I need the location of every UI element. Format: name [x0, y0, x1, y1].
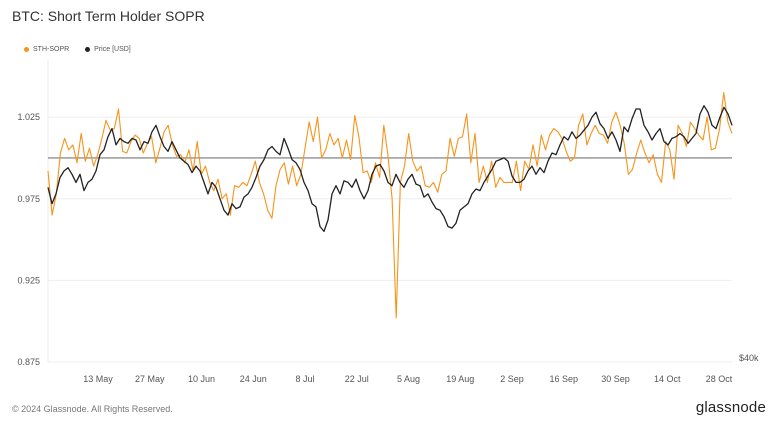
x-tick-label: 8 Jul	[295, 374, 314, 384]
y-tick-label: 0.975	[17, 194, 40, 204]
x-tick-label: 13 May	[83, 374, 113, 384]
gridlines	[47, 60, 732, 363]
y-right-axis-label: $40k	[739, 353, 759, 363]
x-tick-label: 16 Sep	[549, 374, 578, 384]
x-tick-label: 2 Sep	[500, 374, 524, 384]
x-tick-label: 14 Oct	[654, 374, 681, 384]
x-tick-label: 19 Aug	[446, 374, 474, 384]
y-tick-label: 0.875	[17, 357, 40, 367]
legend-swatch-sth-sopr	[24, 47, 29, 52]
y-tick-label: 0.925	[17, 275, 40, 285]
y-tick-label: 1.025	[17, 112, 40, 122]
x-tick-label: 30 Sep	[601, 374, 630, 384]
x-axis-ticks: 13 May 27 May 10 Jun 24 Jun 8 Jul 22 Jul 5 Aug…	[83, 374, 733, 384]
x-tick-label: 10 Jun	[188, 374, 215, 384]
legend-swatch-price	[85, 47, 91, 52]
x-tick-label: 27 May	[135, 374, 165, 384]
legend: STH-SOPR Price [USD]	[24, 46, 131, 53]
y-axis-ticks: 1.025 0.975 0.925 0.875	[17, 112, 40, 367]
x-tick-label: 28 Oct	[706, 374, 733, 384]
x-tick-label: 24 Jun	[240, 374, 267, 384]
series-line-price	[47, 105, 733, 233]
series-lines	[47, 92, 733, 319]
legend-item-sth-sopr[interactable]: STH-SOPR	[24, 46, 69, 53]
legend-label-price: Price [USD]	[94, 46, 131, 53]
legend-item-price[interactable]: Price [USD]	[85, 46, 131, 53]
x-tick-label: 5 Aug	[397, 374, 420, 384]
glassnode-logo[interactable]: glassnode	[695, 399, 766, 416]
copyright-text: © 2024 Glassnode. All Rights Reserved.	[12, 404, 173, 414]
legend-label-sth-sopr: STH-SOPR	[33, 46, 70, 53]
chart-title: BTC: Short Term Holder SOPR	[12, 8, 205, 24]
x-tick-label: 22 Jul	[345, 374, 369, 384]
